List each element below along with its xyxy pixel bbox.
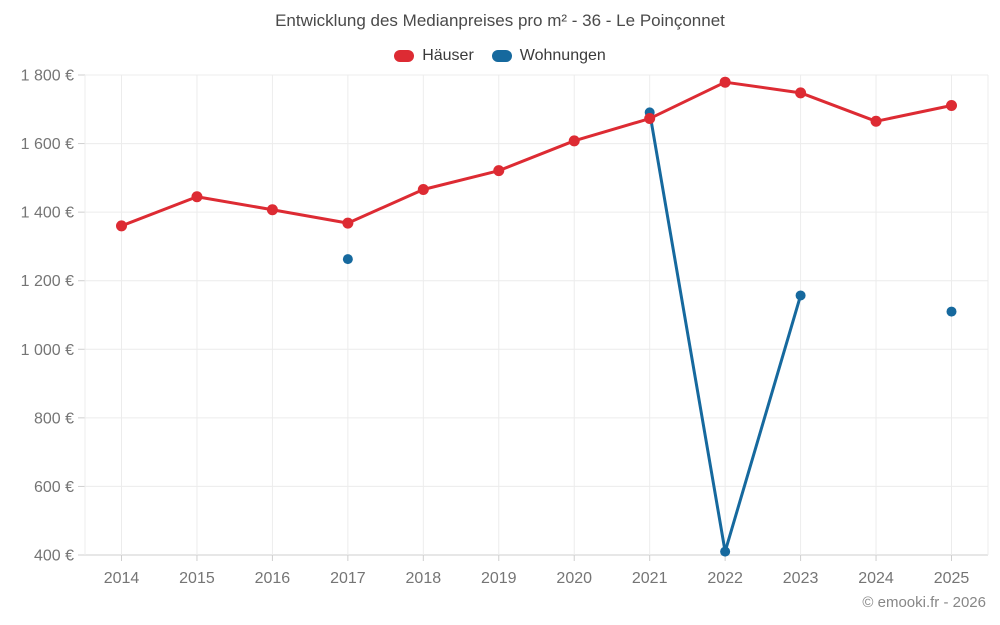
data-point-hauser-2021[interactable]: [644, 113, 656, 125]
series-line-hauser: [497, 139, 576, 173]
y-axis-label: 1 200 €: [21, 273, 74, 290]
x-axis-label: 2014: [104, 570, 140, 587]
series-line-hauser: [195, 195, 274, 212]
data-point-hauser-2022[interactable]: [719, 76, 731, 88]
x-axis-label: 2023: [783, 570, 819, 587]
legend-swatch-hauser: [394, 50, 415, 62]
x-axis-label: 2022: [707, 570, 743, 587]
chart-title: Entwicklung des Medianpreises pro m² - 3…: [275, 11, 725, 30]
y-axis-label: 600 €: [34, 479, 74, 496]
data-point-hauser-2025[interactable]: [946, 100, 957, 112]
y-axis-label: 400 €: [34, 548, 74, 565]
series-line-wohnungen: [648, 110, 727, 554]
x-axis-label: 2020: [556, 570, 592, 587]
y-axis-label: 1 800 €: [21, 68, 74, 85]
series-line-hauser: [572, 117, 652, 143]
series-line-hauser: [799, 91, 878, 123]
x-axis-label: 2019: [481, 570, 517, 587]
watermark: © emooki.fr - 2026: [862, 594, 986, 611]
data-point-hauser-2016[interactable]: [266, 204, 278, 216]
x-axis-label: 2018: [406, 570, 442, 587]
legend-label-hauser: Häuser: [422, 47, 474, 64]
series-line-wohnungen: [723, 293, 803, 554]
legend-item-hauser[interactable]: Häuser: [394, 47, 474, 65]
x-axis-label: 2021: [632, 570, 668, 587]
x-axis-label: 2024: [858, 570, 894, 587]
data-point-wohnungen-2017[interactable]: [342, 254, 353, 265]
legend: Häuser Wohnungen: [0, 47, 1000, 65]
data-point-wohnungen-2023[interactable]: [795, 290, 806, 301]
series-line-hauser: [874, 104, 953, 123]
x-axis-label: 2025: [934, 570, 970, 587]
data-point-hauser-2018[interactable]: [417, 184, 429, 196]
x-axis-label: 2017: [330, 570, 366, 587]
legend-swatch-wohnungen: [491, 50, 512, 62]
x-axis-label: 2015: [179, 570, 215, 587]
x-axis-label: 2016: [255, 570, 291, 587]
legend-item-wohnungen[interactable]: Wohnungen: [491, 47, 606, 65]
data-point-hauser-2020[interactable]: [568, 135, 580, 147]
series-line-hauser: [421, 169, 501, 192]
data-point-wohnungen-2022[interactable]: [720, 546, 731, 557]
y-axis-label: 800 €: [34, 410, 74, 427]
data-point-hauser-2015[interactable]: [191, 191, 203, 203]
y-axis-label: 1 400 €: [21, 205, 74, 222]
series-line-hauser: [270, 208, 350, 225]
series-line-hauser: [648, 80, 727, 121]
data-point-hauser-2024[interactable]: [870, 115, 882, 127]
data-point-hauser-2019[interactable]: [493, 165, 505, 177]
data-point-hauser-2014[interactable]: [116, 220, 127, 232]
y-axis-label: 1 600 €: [21, 136, 74, 153]
data-point-wohnungen-2025[interactable]: [946, 306, 957, 317]
legend-label-wohnungen: Wohnungen: [519, 47, 606, 64]
series-line-hauser: [723, 80, 803, 95]
series-line-hauser: [120, 195, 199, 228]
data-point-hauser-2023[interactable]: [795, 87, 807, 99]
y-axis-label: 1 000 €: [21, 342, 74, 359]
data-point-hauser-2017[interactable]: [342, 217, 354, 229]
series-line-hauser: [346, 188, 425, 225]
